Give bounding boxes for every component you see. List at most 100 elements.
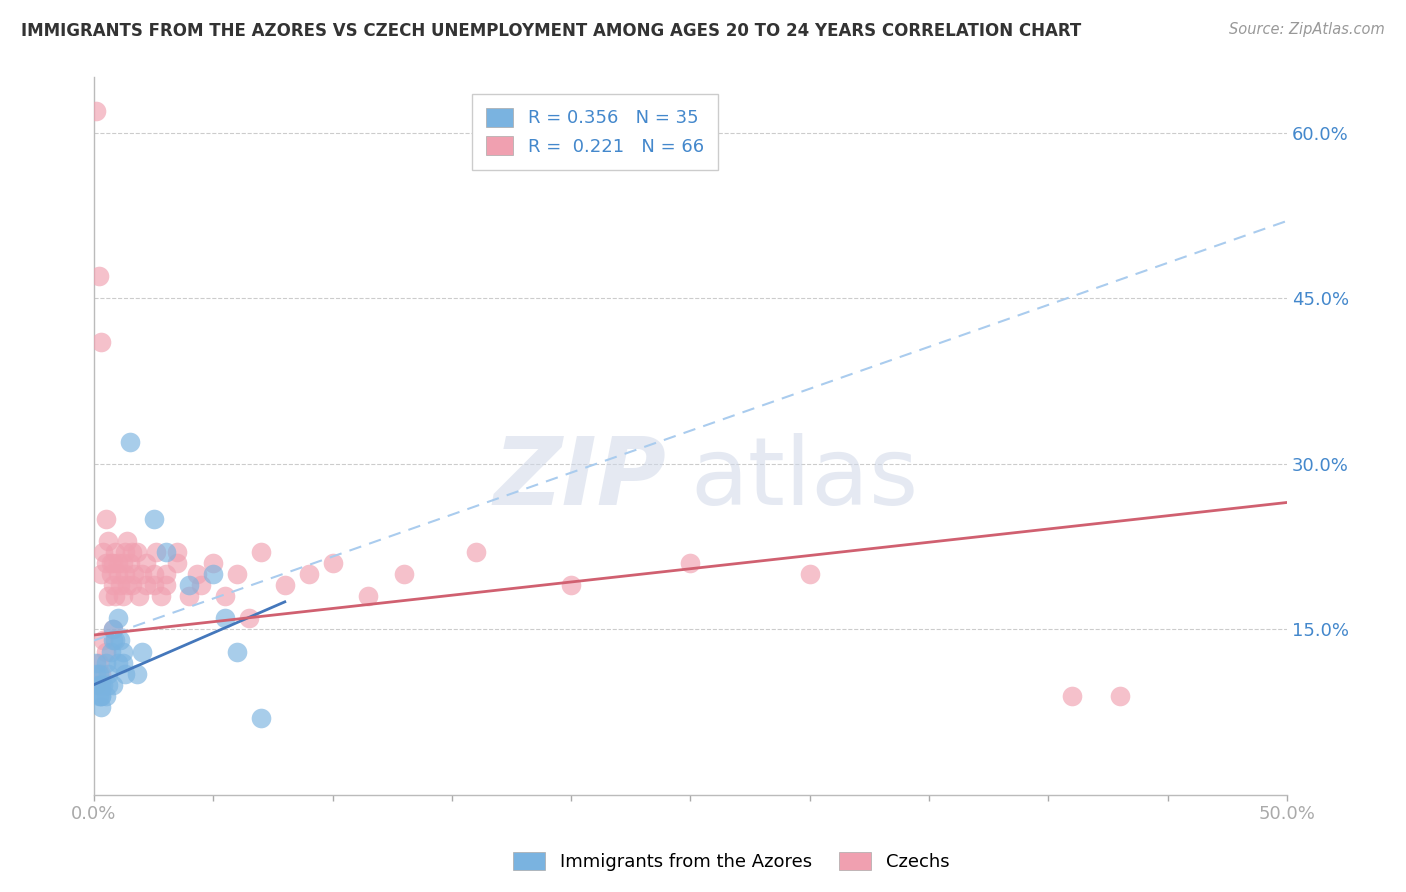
Point bbox=[155, 545, 177, 559]
Point bbox=[87, 689, 110, 703]
Point bbox=[87, 666, 110, 681]
Point bbox=[125, 666, 148, 681]
Point bbox=[107, 656, 129, 670]
Point bbox=[250, 711, 273, 725]
Point bbox=[131, 567, 153, 582]
Point bbox=[94, 644, 117, 658]
Point bbox=[111, 656, 134, 670]
Point bbox=[142, 512, 165, 526]
Point bbox=[166, 545, 188, 559]
Point bbox=[86, 656, 108, 670]
Point bbox=[118, 556, 141, 570]
Point bbox=[135, 578, 157, 592]
Point bbox=[179, 590, 201, 604]
Point bbox=[100, 567, 122, 582]
Point bbox=[298, 567, 321, 582]
Point bbox=[108, 633, 131, 648]
Point bbox=[87, 678, 110, 692]
Point bbox=[464, 545, 486, 559]
Point bbox=[145, 545, 167, 559]
Point bbox=[101, 633, 124, 648]
Legend: R = 0.356   N = 35, R =  0.221   N = 66: R = 0.356 N = 35, R = 0.221 N = 66 bbox=[471, 94, 718, 170]
Point bbox=[101, 556, 124, 570]
Point bbox=[125, 545, 148, 559]
Point bbox=[799, 567, 821, 582]
Point bbox=[124, 567, 146, 582]
Point bbox=[214, 590, 236, 604]
Point bbox=[93, 678, 115, 692]
Point bbox=[86, 103, 108, 118]
Point bbox=[186, 567, 208, 582]
Point bbox=[179, 578, 201, 592]
Point bbox=[94, 656, 117, 670]
Point bbox=[101, 623, 124, 637]
Point bbox=[142, 578, 165, 592]
Point bbox=[90, 335, 112, 350]
Point bbox=[104, 545, 127, 559]
Point bbox=[114, 567, 136, 582]
Point bbox=[131, 644, 153, 658]
Point bbox=[97, 666, 120, 681]
Point bbox=[560, 578, 582, 592]
Text: ZIP: ZIP bbox=[494, 434, 666, 525]
Point bbox=[101, 678, 124, 692]
Point bbox=[135, 556, 157, 570]
Point bbox=[357, 590, 380, 604]
Point bbox=[142, 567, 165, 582]
Point bbox=[226, 644, 249, 658]
Point bbox=[86, 666, 108, 681]
Point bbox=[238, 611, 260, 625]
Point bbox=[114, 666, 136, 681]
Point bbox=[108, 578, 131, 592]
Point bbox=[1062, 689, 1084, 703]
Point bbox=[107, 611, 129, 625]
Point bbox=[121, 578, 143, 592]
Point bbox=[90, 666, 112, 681]
Point bbox=[214, 611, 236, 625]
Point bbox=[97, 678, 120, 692]
Point bbox=[90, 678, 112, 692]
Point bbox=[87, 656, 110, 670]
Legend: Immigrants from the Azores, Czechs: Immigrants from the Azores, Czechs bbox=[506, 845, 956, 879]
Point bbox=[202, 567, 225, 582]
Point bbox=[104, 633, 127, 648]
Text: IMMIGRANTS FROM THE AZORES VS CZECH UNEMPLOYMENT AMONG AGES 20 TO 24 YEARS CORRE: IMMIGRANTS FROM THE AZORES VS CZECH UNEM… bbox=[21, 22, 1081, 40]
Point bbox=[97, 590, 120, 604]
Point bbox=[118, 434, 141, 449]
Text: atlas: atlas bbox=[690, 434, 918, 525]
Point bbox=[155, 578, 177, 592]
Point bbox=[100, 644, 122, 658]
Point bbox=[392, 567, 415, 582]
Point bbox=[100, 556, 122, 570]
Point bbox=[121, 545, 143, 559]
Point bbox=[94, 556, 117, 570]
Point bbox=[90, 689, 112, 703]
Point bbox=[111, 556, 134, 570]
Point bbox=[107, 556, 129, 570]
Point bbox=[1108, 689, 1130, 703]
Point bbox=[87, 269, 110, 284]
Point bbox=[86, 678, 108, 692]
Point bbox=[190, 578, 212, 592]
Point bbox=[679, 556, 702, 570]
Point bbox=[250, 545, 273, 559]
Point bbox=[111, 590, 134, 604]
Point bbox=[101, 578, 124, 592]
Point bbox=[97, 534, 120, 549]
Point bbox=[202, 556, 225, 570]
Point bbox=[90, 699, 112, 714]
Point bbox=[114, 545, 136, 559]
Point bbox=[94, 689, 117, 703]
Point bbox=[107, 567, 129, 582]
Point bbox=[128, 590, 150, 604]
Point bbox=[149, 590, 172, 604]
Point bbox=[111, 644, 134, 658]
Point bbox=[101, 623, 124, 637]
Point bbox=[166, 556, 188, 570]
Point bbox=[155, 567, 177, 582]
Point bbox=[94, 512, 117, 526]
Point bbox=[117, 534, 139, 549]
Point bbox=[117, 578, 139, 592]
Point bbox=[90, 689, 112, 703]
Point bbox=[226, 567, 249, 582]
